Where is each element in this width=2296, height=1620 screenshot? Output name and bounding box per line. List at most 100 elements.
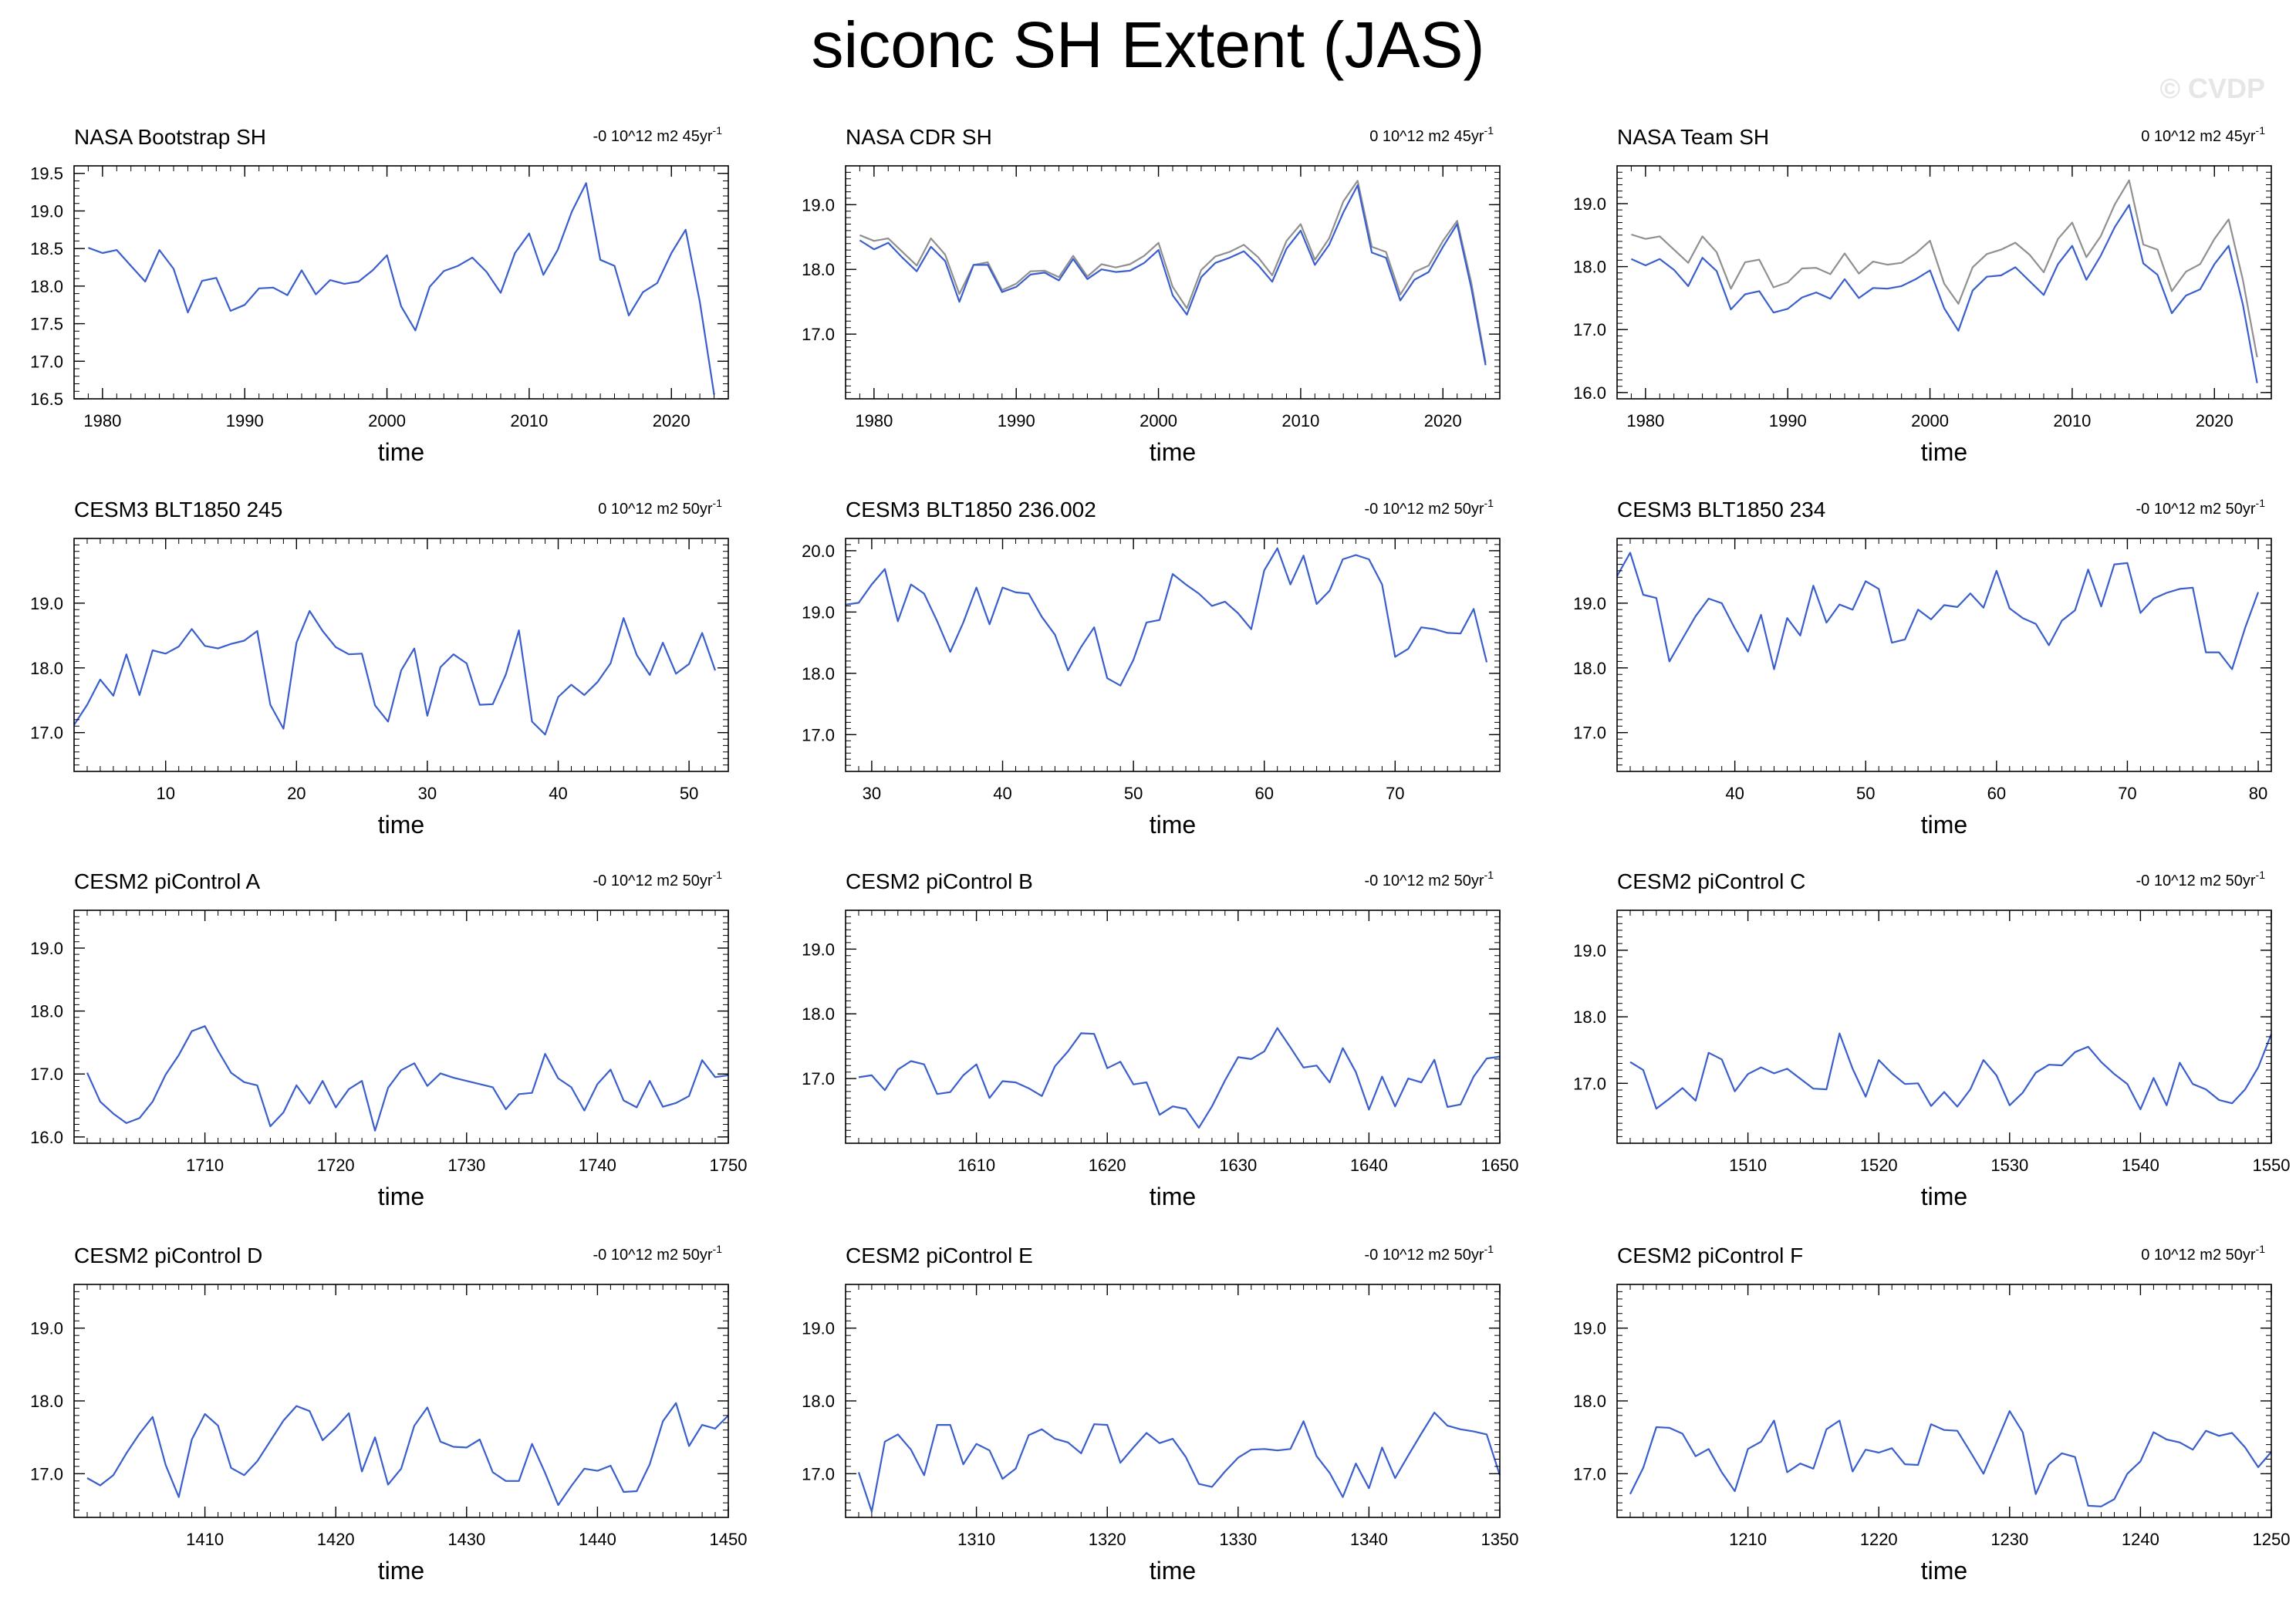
plot-frame [1616,538,2272,772]
series-line [1629,1410,2272,1507]
y-tick-label: 18.0 [802,1004,835,1024]
series-line [86,1025,729,1132]
x-tick-label: 2020 [653,411,690,430]
series-line [73,609,717,736]
x-tick-label: 1520 [1860,1156,1898,1175]
series-line [88,182,715,395]
x-minor-ticks [1616,910,2272,1143]
x-tick-label: 2020 [1424,411,1462,430]
page-title: siconc SH Extent (JAS) [811,8,1485,81]
y-tick-label: 18.0 [802,664,835,683]
y-tick-label: 17.0 [802,1069,835,1088]
x-tick-label: 1730 [447,1156,485,1175]
x-tick-label: 1220 [1860,1530,1898,1549]
x-tick-label: 2000 [368,411,406,430]
y-tick-label: 19.0 [802,940,835,959]
y-tick-label: 20.0 [802,542,835,561]
x-minor-ticks [73,910,729,1143]
chart-panel-8: CESM2 piControl B -0 10^12 m2 50yr-1 1610 1… [802,869,1518,1210]
y-tick-label: 19.0 [1573,941,1606,960]
x-axis-label: time [1921,1183,1967,1210]
x-axis-label: time [1150,1557,1196,1585]
x-tick-label: 1980 [855,411,893,430]
x-tick-label: 70 [1386,784,1404,803]
chart-panel-12: CESM2 piControl F 0 10^12 m2 50yr-1 1210 12… [1573,1243,2290,1585]
trend-label: -0 10^12 m2 50yr-1 [593,1243,723,1264]
x-tick-label: 2010 [510,411,548,430]
series-line [859,184,1487,366]
x-tick-label: 1350 [1481,1530,1519,1549]
x-tick-label: 1640 [1350,1156,1388,1175]
x-tick-label: 2010 [2053,411,2091,430]
series-line [1631,179,2258,358]
watermark-text: © CVDP [2159,73,2265,104]
series-line [857,1411,1501,1513]
trend-label: -0 10^12 m2 50yr-1 [1365,869,1494,889]
x-tick-label: 60 [1254,784,1273,803]
x-axis-label: time [378,1183,424,1210]
x-tick-label: 1550 [2253,1156,2291,1175]
y-tick-label: 17.0 [1573,1464,1606,1483]
x-axis-label: time [1921,438,1967,466]
y-tick-label: 19.0 [30,1319,63,1338]
y-tick-label: 18.0 [1573,659,1606,678]
chart-panel-2: NASA CDR SH 0 10^12 m2 45yr-1 1980 1990 2000… [802,124,1501,466]
y-tick-label: 19.0 [1573,594,1606,613]
plot-frame [73,538,729,772]
x-tick-label: 1750 [710,1156,748,1175]
x-tick-label: 80 [2249,784,2267,803]
y-tick-label: 19.0 [30,201,63,221]
chart-panel-4: CESM3 BLT1850 245 0 10^12 m2 50yr-1 10 20 30… [30,497,729,839]
x-tick-label: 30 [863,784,881,803]
chart-title: CESM2 piControl C [1617,869,1805,893]
y-tick-label: 18.0 [1573,1392,1606,1411]
y-minor-ticks [74,910,728,1144]
trend-label: -0 10^12 m2 45yr-1 [593,124,723,145]
y-tick-label: 19.0 [802,195,835,214]
x-tick-label: 1330 [1219,1530,1257,1549]
y-tick-label: 16.0 [30,1128,63,1147]
series-line [1630,204,2258,383]
x-tick-label: 50 [1856,784,1875,803]
y-minor-ticks [74,1284,728,1518]
x-tick-label: 40 [1725,784,1744,803]
x-axis-label: time [378,1557,424,1585]
x-tick-label: 40 [549,784,567,803]
x-tick-label: 70 [2118,784,2136,803]
x-tick-label: 1980 [1626,411,1664,430]
x-minor-ticks [1616,538,2272,771]
y-tick-label: 19.0 [1573,194,1606,214]
x-axis-label: time [1150,1183,1196,1210]
x-tick-label: 40 [993,784,1011,803]
x-tick-label: 1980 [83,411,121,430]
y-tick-label: 19.5 [30,164,63,184]
series-line [845,547,1488,687]
x-tick-label: 1430 [447,1530,485,1549]
series-line [1629,1032,2273,1111]
y-tick-label: 19.0 [802,1319,835,1338]
x-minor-ticks [73,538,729,771]
chart-panel-11: CESM2 piControl E -0 10^12 m2 50yr-1 1310 1… [802,1243,1518,1585]
chart-panel-6: CESM3 BLT1850 234 -0 10^12 m2 50yr-1 40 50 6… [1573,497,2272,839]
trend-label: -0 10^12 m2 50yr-1 [1365,1243,1494,1264]
x-minor-ticks [73,1284,729,1517]
plot-frame [845,165,1501,400]
trend-label: 0 10^12 m2 45yr-1 [2141,124,2265,145]
x-axis-label: time [1150,811,1196,839]
y-minor-ticks [1617,1284,2271,1518]
x-tick-label: 60 [1987,784,2006,803]
y-tick-label: 17.5 [30,315,63,334]
y-tick-label: 17.0 [802,725,835,744]
x-tick-label: 1630 [1219,1156,1257,1175]
chart-title: CESM2 piControl D [74,1244,262,1267]
x-minor-ticks [73,166,729,399]
y-minor-ticks [74,165,728,400]
chart-title: CESM2 piControl A [74,869,261,893]
y-tick-label: 18.0 [1573,1007,1606,1027]
x-tick-label: 1310 [957,1530,995,1549]
x-tick-label: 10 [156,784,174,803]
y-tick-label: 18.0 [802,260,835,279]
y-tick-label: 17.0 [1573,724,1606,743]
x-tick-label: 50 [680,784,698,803]
